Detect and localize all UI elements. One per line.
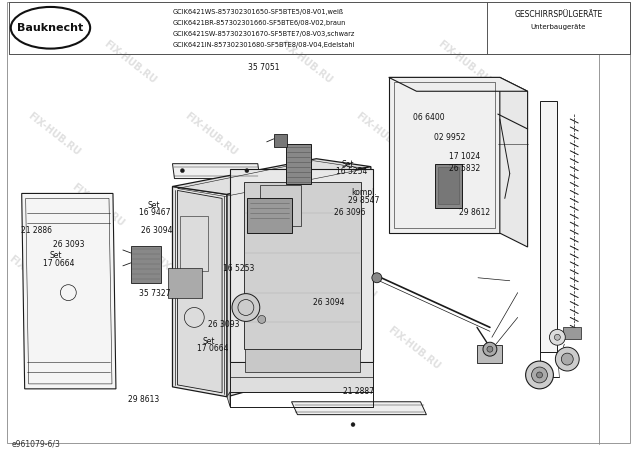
Text: GCIK6421IN-857302301680-SF5BTE8/08-V04,Edelstahl: GCIK6421IN-857302301680-SF5BTE8/08-V04,E… [172,42,355,48]
Text: FIX-HUB.RU: FIX-HUB.RU [51,325,107,372]
Text: FIX-HUB.RU: FIX-HUB.RU [215,325,271,372]
Text: 26 3096: 26 3096 [334,208,366,217]
Bar [181,216,208,271]
Polygon shape [436,164,462,208]
Text: FIX-HUB.RU: FIX-HUB.RU [404,182,460,229]
Polygon shape [245,349,360,372]
Polygon shape [286,144,312,184]
Polygon shape [230,362,373,392]
Polygon shape [131,246,160,283]
Text: FIX-HUB.RU: FIX-HUB.RU [240,182,297,229]
Bar [477,345,502,363]
Text: kompl.: kompl. [351,189,377,198]
Text: FIX-HUB.RU: FIX-HUB.RU [6,253,62,300]
Text: Set: Set [50,251,62,260]
Text: 02 9952: 02 9952 [434,133,466,142]
Text: Set: Set [341,160,354,169]
Text: Set: Set [202,337,215,346]
Polygon shape [227,166,371,397]
Polygon shape [172,159,371,194]
Text: FIX-HUB.RU: FIX-HUB.RU [153,253,209,300]
Text: GESCHIRRSPÜLGERÄTE: GESCHIRRSPÜLGERÄTE [515,10,602,19]
Polygon shape [389,77,500,233]
Circle shape [525,361,553,389]
Circle shape [550,329,565,345]
Text: GCIK6421WS-857302301650-SF5BTE5/08-V01,weiß: GCIK6421WS-857302301650-SF5BTE5/08-V01,w… [172,9,343,15]
Text: FIX-HUB.RU: FIX-HUB.RU [70,182,126,229]
Circle shape [537,372,543,378]
Polygon shape [227,392,230,407]
Circle shape [351,423,355,427]
Polygon shape [247,198,291,233]
Polygon shape [291,402,426,414]
Circle shape [532,367,548,383]
Circle shape [562,353,573,365]
Bar [438,166,459,204]
Circle shape [372,273,382,283]
Bar [563,327,581,339]
Text: GCIK6421SW-857302301670-SF5BTE7/08-V03,schwarz: GCIK6421SW-857302301670-SF5BTE7/08-V03,s… [172,31,355,37]
Text: 17 1024: 17 1024 [449,152,480,161]
Text: 16 9467: 16 9467 [139,208,170,217]
Circle shape [483,342,497,356]
Text: 16 5254: 16 5254 [336,166,368,176]
Polygon shape [172,164,259,179]
Polygon shape [244,181,361,349]
Polygon shape [259,184,301,226]
Text: 16 5253: 16 5253 [223,264,254,273]
Polygon shape [500,77,528,247]
Text: 29 8613: 29 8613 [128,395,159,404]
Circle shape [181,169,184,173]
Text: 35 7327: 35 7327 [139,288,170,297]
Text: FIX-HUB.RU: FIX-HUB.RU [322,253,378,300]
Polygon shape [539,101,557,352]
Text: FIX-HUB.RU: FIX-HUB.RU [102,39,158,86]
Circle shape [232,294,259,321]
Polygon shape [230,169,373,362]
Circle shape [555,334,560,340]
Text: 21 2887: 21 2887 [343,387,374,396]
Text: Unterbaugeräte: Unterbaugeräte [530,24,586,30]
Text: FIX-HUB.RU: FIX-HUB.RU [25,110,81,158]
Text: 17 0664: 17 0664 [197,344,229,353]
Circle shape [245,169,249,173]
Bar [9,2,630,54]
Polygon shape [172,186,227,397]
Text: 26 3093: 26 3093 [53,240,85,249]
Text: 35 7051: 35 7051 [248,63,279,72]
Text: 26 3094: 26 3094 [314,297,345,306]
Polygon shape [177,190,222,393]
Polygon shape [389,77,528,91]
Polygon shape [22,194,116,389]
Polygon shape [167,268,202,297]
Text: 26 3094: 26 3094 [141,226,172,235]
Polygon shape [273,134,287,147]
Text: FIX-HUB.RU: FIX-HUB.RU [183,110,239,158]
Text: 21 2886: 21 2886 [21,226,52,235]
Text: 06 6400: 06 6400 [413,113,444,122]
Circle shape [258,315,266,324]
Text: Set: Set [148,201,160,210]
Text: 29 8547: 29 8547 [348,196,380,205]
Text: 17 0664: 17 0664 [43,259,74,268]
Text: GCIK6421BR-857302301660-SF5BTE6/08-V02,braun: GCIK6421BR-857302301660-SF5BTE6/08-V02,b… [172,20,346,26]
Text: 26 3093: 26 3093 [208,320,240,329]
Circle shape [487,346,493,352]
Text: FIX-HUB.RU: FIX-HUB.RU [385,325,441,372]
Text: 29 8612: 29 8612 [459,208,490,217]
Text: FIX-HUB.RU: FIX-HUB.RU [279,39,335,86]
Text: FIX-HUB.RU: FIX-HUB.RU [436,39,492,86]
Text: 26 5832: 26 5832 [449,164,480,173]
Text: Bauknecht: Bauknecht [17,23,83,33]
Circle shape [555,347,579,371]
Text: FIX-HUB.RU: FIX-HUB.RU [354,110,410,158]
Text: e961079-6/3: e961079-6/3 [12,440,60,449]
